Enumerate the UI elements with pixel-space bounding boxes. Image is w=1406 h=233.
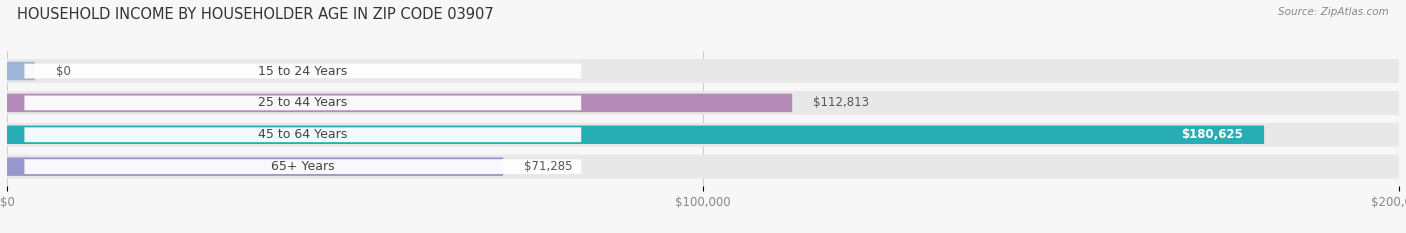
FancyBboxPatch shape <box>7 59 1399 83</box>
FancyBboxPatch shape <box>7 94 792 112</box>
Text: 45 to 64 Years: 45 to 64 Years <box>259 128 347 141</box>
FancyBboxPatch shape <box>24 159 581 174</box>
Text: Source: ZipAtlas.com: Source: ZipAtlas.com <box>1278 7 1389 17</box>
FancyBboxPatch shape <box>7 158 503 176</box>
FancyBboxPatch shape <box>7 155 1399 178</box>
Text: 65+ Years: 65+ Years <box>271 160 335 173</box>
FancyBboxPatch shape <box>24 96 581 110</box>
FancyBboxPatch shape <box>7 123 1399 147</box>
FancyBboxPatch shape <box>24 127 581 142</box>
Text: HOUSEHOLD INCOME BY HOUSEHOLDER AGE IN ZIP CODE 03907: HOUSEHOLD INCOME BY HOUSEHOLDER AGE IN Z… <box>17 7 494 22</box>
Text: $180,625: $180,625 <box>1181 128 1243 141</box>
FancyBboxPatch shape <box>7 126 1264 144</box>
FancyBboxPatch shape <box>24 64 581 79</box>
Text: 15 to 24 Years: 15 to 24 Years <box>259 65 347 78</box>
Text: $112,813: $112,813 <box>813 96 869 110</box>
Text: $0: $0 <box>56 65 70 78</box>
FancyBboxPatch shape <box>7 91 1399 115</box>
Text: 25 to 44 Years: 25 to 44 Years <box>259 96 347 110</box>
Text: $71,285: $71,285 <box>524 160 572 173</box>
FancyBboxPatch shape <box>7 62 35 80</box>
